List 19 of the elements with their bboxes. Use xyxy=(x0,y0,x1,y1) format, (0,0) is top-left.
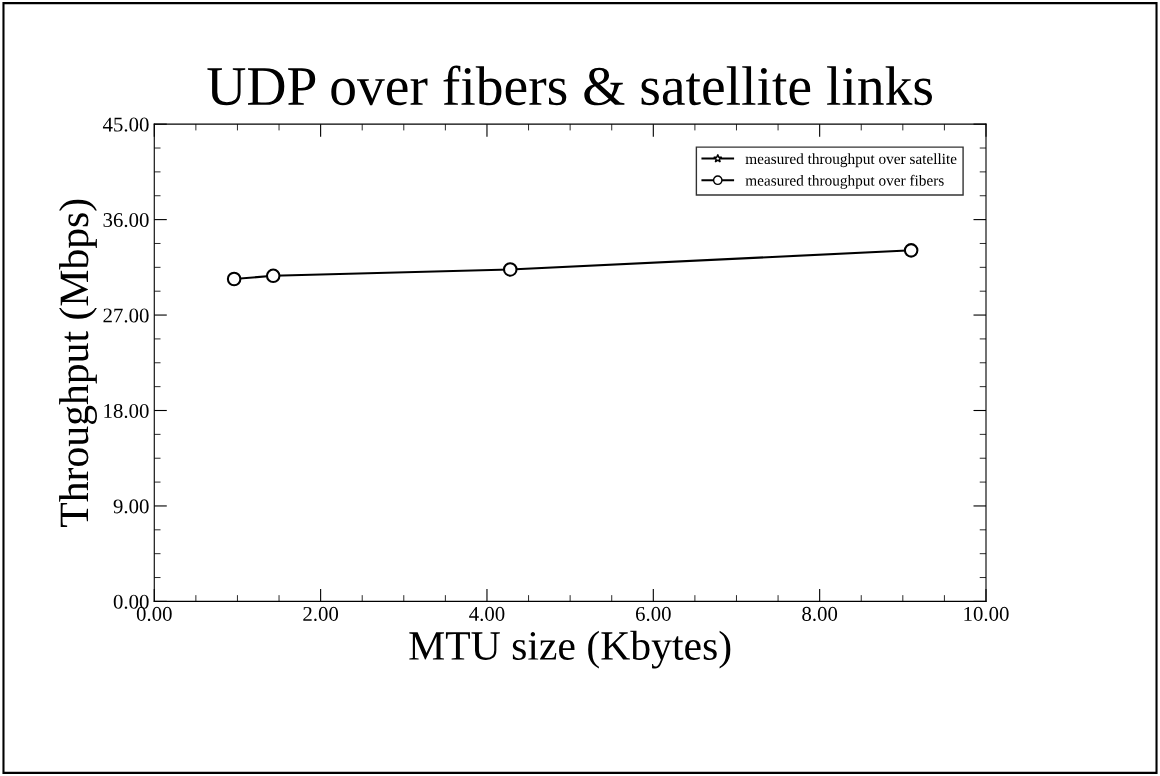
y-tick-label: 36.00 xyxy=(103,212,149,228)
point xyxy=(502,262,518,277)
x-tick-label: 8.00 xyxy=(802,606,838,622)
y-axis-title: Throughput (Mbps) xyxy=(59,199,97,527)
y-tick-label: 27.00 xyxy=(103,308,149,323)
point xyxy=(903,243,919,258)
y-tick-label: 9.00 xyxy=(113,499,149,514)
x-tick-label: 6.00 xyxy=(635,606,671,622)
x-tick-label: 10.00 xyxy=(964,606,1009,622)
x-tick-label: 4.00 xyxy=(469,606,505,622)
y-tick-label: 18.00 xyxy=(104,403,149,419)
point xyxy=(265,268,281,284)
legend-label: measured throughput over satellite xyxy=(745,153,957,168)
point xyxy=(226,271,242,287)
x-axis-title: MTU size (Kbytes) xyxy=(409,630,731,669)
y-tick-label: 45.00 xyxy=(102,117,149,132)
legend-label: measured throughput over fibers xyxy=(745,174,944,189)
x-tick-label: 2.00 xyxy=(303,606,339,622)
chart-title: UDP over fibers & satellite links xyxy=(207,65,932,106)
